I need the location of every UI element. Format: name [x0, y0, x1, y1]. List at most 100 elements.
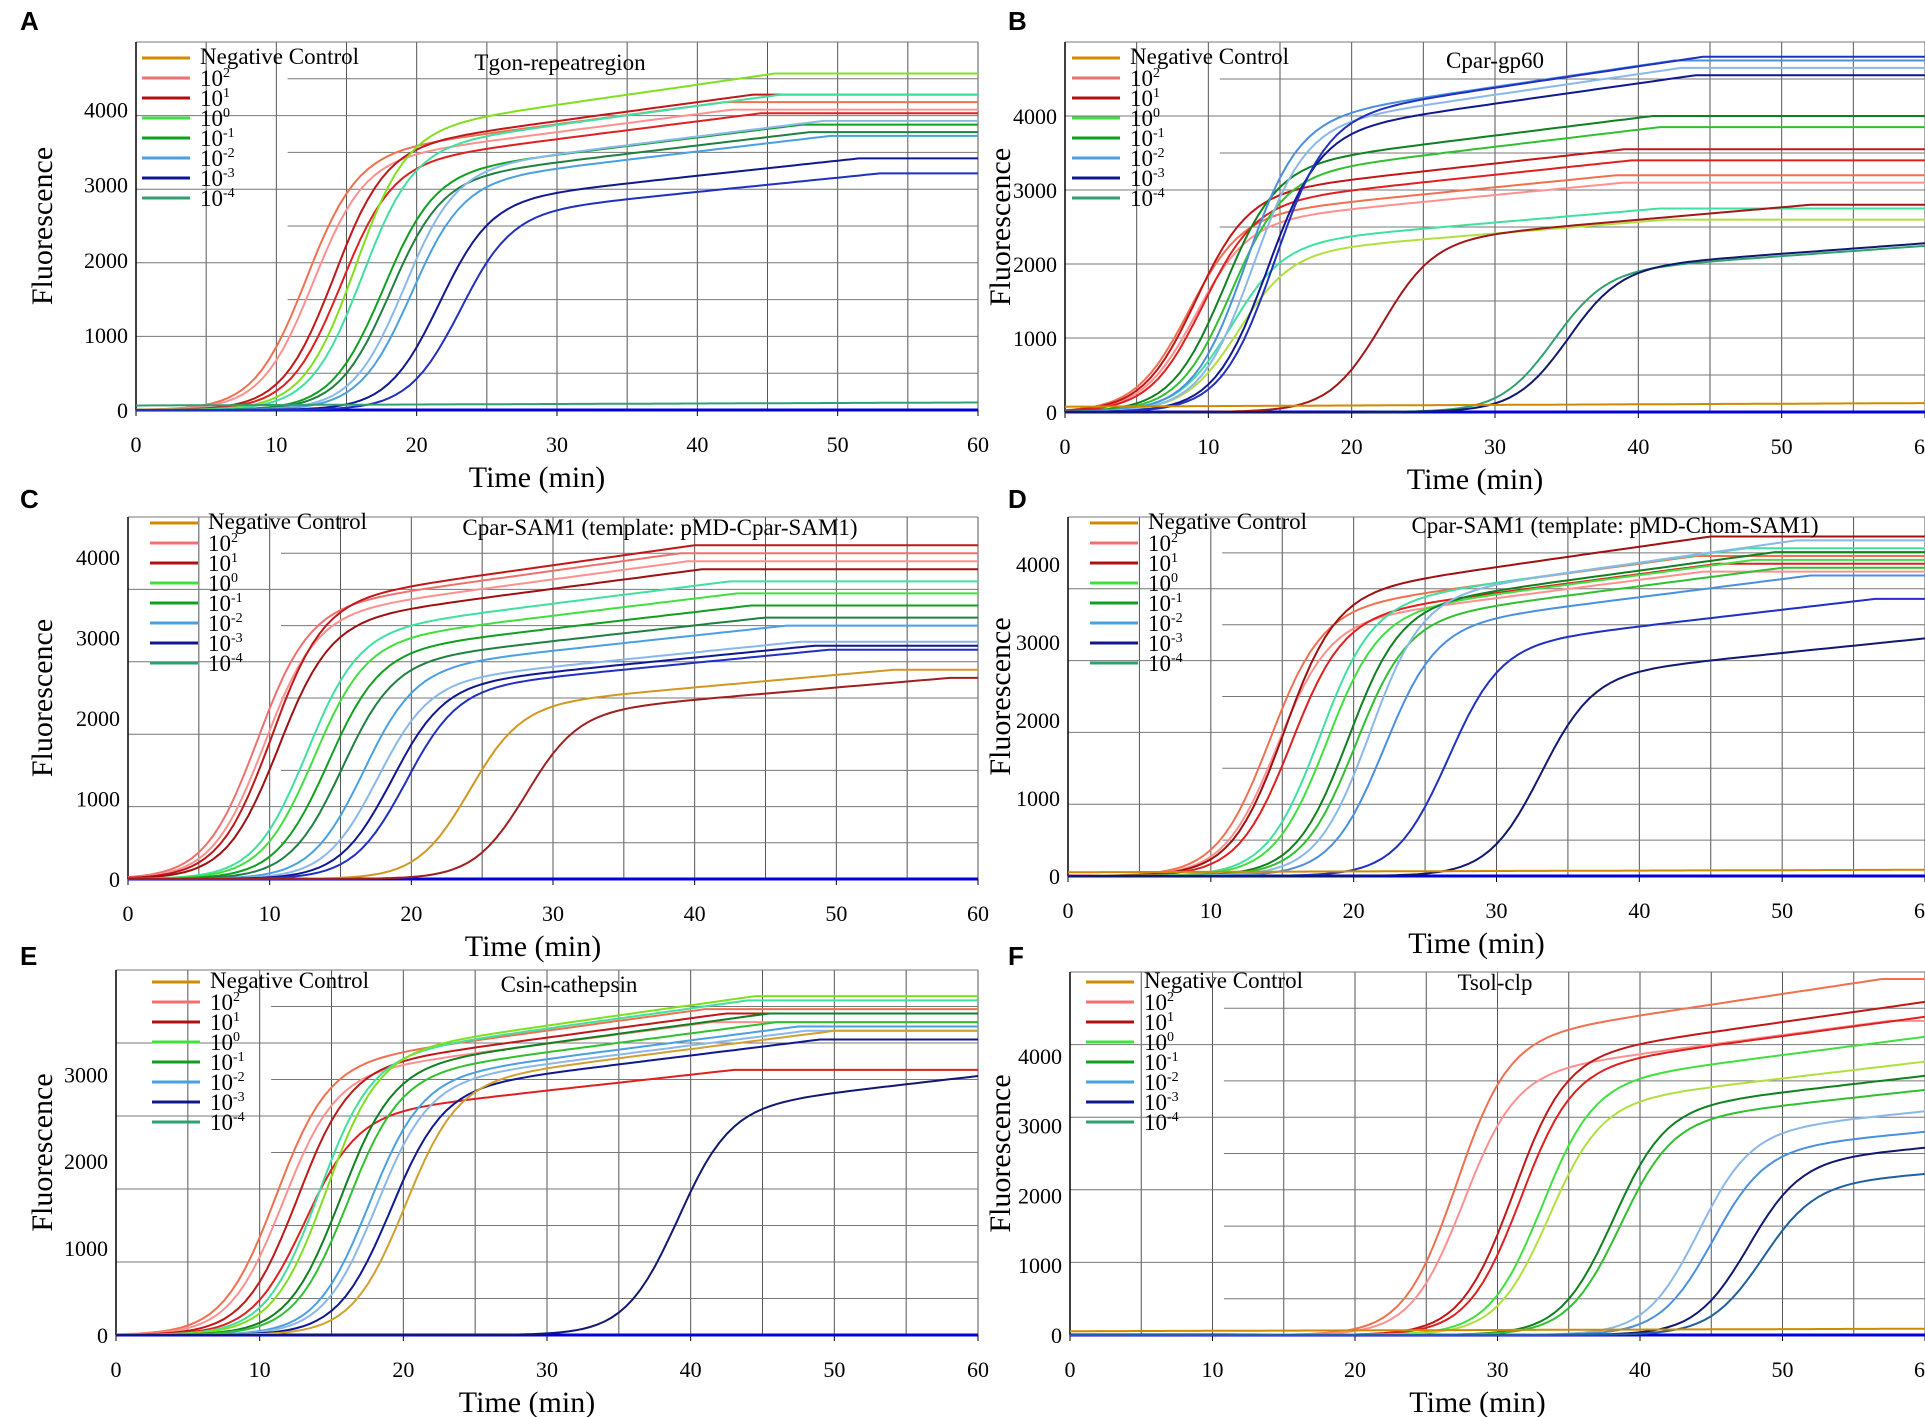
- plot-title: Csin-cathepsin: [501, 972, 638, 997]
- x-axis-label: Time (min): [469, 461, 605, 494]
- legend: Negative Control10210110010-110-210-310-…: [152, 968, 369, 1135]
- y-tick-label: 2000: [1016, 708, 1060, 733]
- legend-label: 10-4: [1148, 651, 1183, 676]
- x-tick-label: 30: [1487, 1357, 1509, 1382]
- x-tick-label: 40: [684, 901, 706, 926]
- legend-label: 10-3: [1144, 1090, 1179, 1115]
- legend-label: 10-4: [200, 186, 235, 211]
- panel-letter: F: [1008, 941, 1024, 971]
- y-tick-label: 2000: [1018, 1183, 1062, 1208]
- y-tick-label: 2000: [64, 1149, 108, 1174]
- x-tick-label: 50: [825, 901, 847, 926]
- plot-title: Tsol-clp: [1457, 970, 1532, 995]
- y-tick-label: 3000: [84, 173, 128, 198]
- legend-label: 10-2: [1130, 146, 1165, 171]
- y-tick-label: 3000: [1013, 178, 1057, 203]
- y-tick-label: 0: [109, 867, 120, 892]
- grid: [1064, 41, 1925, 413]
- legend: Negative Control10210110010-110-210-310-…: [1090, 509, 1307, 676]
- legend-label: 10-2: [1148, 611, 1183, 636]
- x-tick-label: 30: [536, 1357, 558, 1382]
- series-line-103: [1070, 1172, 1925, 1336]
- y-tick-label: 2000: [76, 706, 120, 731]
- series-layer: [135, 72, 978, 411]
- series-line-103: [1065, 242, 1925, 413]
- x-axis-label: Time (min): [1408, 927, 1544, 960]
- legend: Negative Control10210110010-110-210-310-…: [1086, 968, 1303, 1135]
- legend-label: 10-3: [200, 166, 235, 191]
- legend-label: 101: [1148, 551, 1178, 576]
- series-line-101: [1068, 535, 1925, 877]
- y-tick-label: 1000: [84, 323, 128, 348]
- legend-label: 102: [200, 66, 230, 91]
- y-tick-label: 4000: [1016, 552, 1060, 577]
- y-tick-label: 1000: [76, 787, 120, 812]
- legend-label: 100: [208, 571, 238, 596]
- legend-label: 100: [1148, 571, 1178, 596]
- x-tick-label: 20: [1343, 898, 1365, 923]
- legend-label: 100: [1130, 106, 1160, 131]
- y-tick-label: 4000: [84, 98, 128, 123]
- x-tick-label: 20: [1344, 1357, 1366, 1382]
- legend-label: 10-1: [210, 1050, 245, 1075]
- series-line-101: [1064, 126, 1925, 413]
- x-tick-label: 60: [1914, 434, 1925, 459]
- legend-label: 100: [1144, 1030, 1174, 1055]
- series-layer: [1064, 55, 1925, 413]
- y-tick-label: 0: [1049, 864, 1060, 889]
- x-tick-label: 40: [1627, 434, 1649, 459]
- x-tick-label: 0: [1063, 898, 1074, 923]
- legend-label: 10-4: [1144, 1110, 1179, 1135]
- y-tick-label: 4000: [1018, 1044, 1062, 1069]
- series-line-NegativeControl: [136, 401, 978, 407]
- y-axis-label: Fluorescence: [26, 619, 59, 777]
- x-tick-label: 10: [265, 432, 287, 457]
- x-axis-label: Time (min): [1407, 463, 1543, 496]
- x-tick-label: 20: [400, 901, 422, 926]
- panel-letter: B: [1008, 6, 1027, 36]
- x-tick-label: 30: [542, 901, 564, 926]
- legend-label: 102: [1148, 531, 1178, 556]
- panel-b: B 0 10 20 30 40 50 60 0 1000 2000 3000 4000 Time (min…: [984, 6, 1925, 496]
- series-line-103: [1065, 55, 1925, 413]
- legend-label: 10-1: [200, 126, 235, 151]
- series-line-102: [128, 624, 978, 880]
- legend-label: 101: [1130, 86, 1160, 111]
- x-tick-label: 0: [1065, 1357, 1076, 1382]
- y-axis-label: Fluorescence: [984, 148, 1017, 306]
- x-tick-label: 30: [1486, 898, 1508, 923]
- x-tick-label: 40: [1629, 1357, 1651, 1382]
- legend-label: 10-3: [210, 1090, 245, 1115]
- legend-label: 101: [200, 86, 230, 111]
- plot-title: Tgon-repeatregion: [474, 50, 646, 75]
- legend-label: 10-4: [1130, 186, 1165, 211]
- series-line-100: [1068, 558, 1925, 877]
- y-tick-label: 0: [117, 398, 128, 423]
- series-layer: [1070, 978, 1925, 1336]
- y-tick-label: 1000: [1016, 786, 1060, 811]
- legend-label: 10-1: [208, 591, 243, 616]
- series-line-101: [128, 676, 978, 880]
- panel-e: E 0 10 20 30 40 50 60 0 1000 2000 3000 Time (min) Flu…: [20, 941, 989, 1417]
- x-tick-label: 60: [1914, 898, 1925, 923]
- legend-label: 10-3: [1130, 166, 1165, 191]
- legend-label: Negative Control: [1130, 44, 1289, 69]
- series-line-103: [116, 1075, 979, 1336]
- series-line-101: [116, 1068, 978, 1336]
- y-tick-label: 1000: [1013, 326, 1057, 351]
- legend-label: 101: [208, 551, 238, 576]
- series-line-NegativeControl: [1070, 1327, 1925, 1333]
- x-tick-label: 30: [1484, 434, 1506, 459]
- y-tick-label: 2000: [1013, 252, 1057, 277]
- x-tick-label: 10: [1200, 898, 1222, 923]
- plot-title: Cpar-gp60: [1446, 48, 1544, 73]
- legend-label: 100: [200, 106, 230, 131]
- series-line-101: [136, 112, 978, 411]
- panel-d: D 0 10 20 30 40 50 60 0 1000 2000 3000 4000 Time (min…: [984, 484, 1925, 960]
- legend: Negative Control10210110010-110-210-310-…: [150, 509, 367, 676]
- grid: [1069, 971, 1925, 1336]
- x-tick-label: 0: [123, 901, 134, 926]
- series-line-101: [127, 544, 978, 879]
- panel-letter: A: [20, 6, 39, 36]
- x-axis-label: Time (min): [459, 1386, 595, 1417]
